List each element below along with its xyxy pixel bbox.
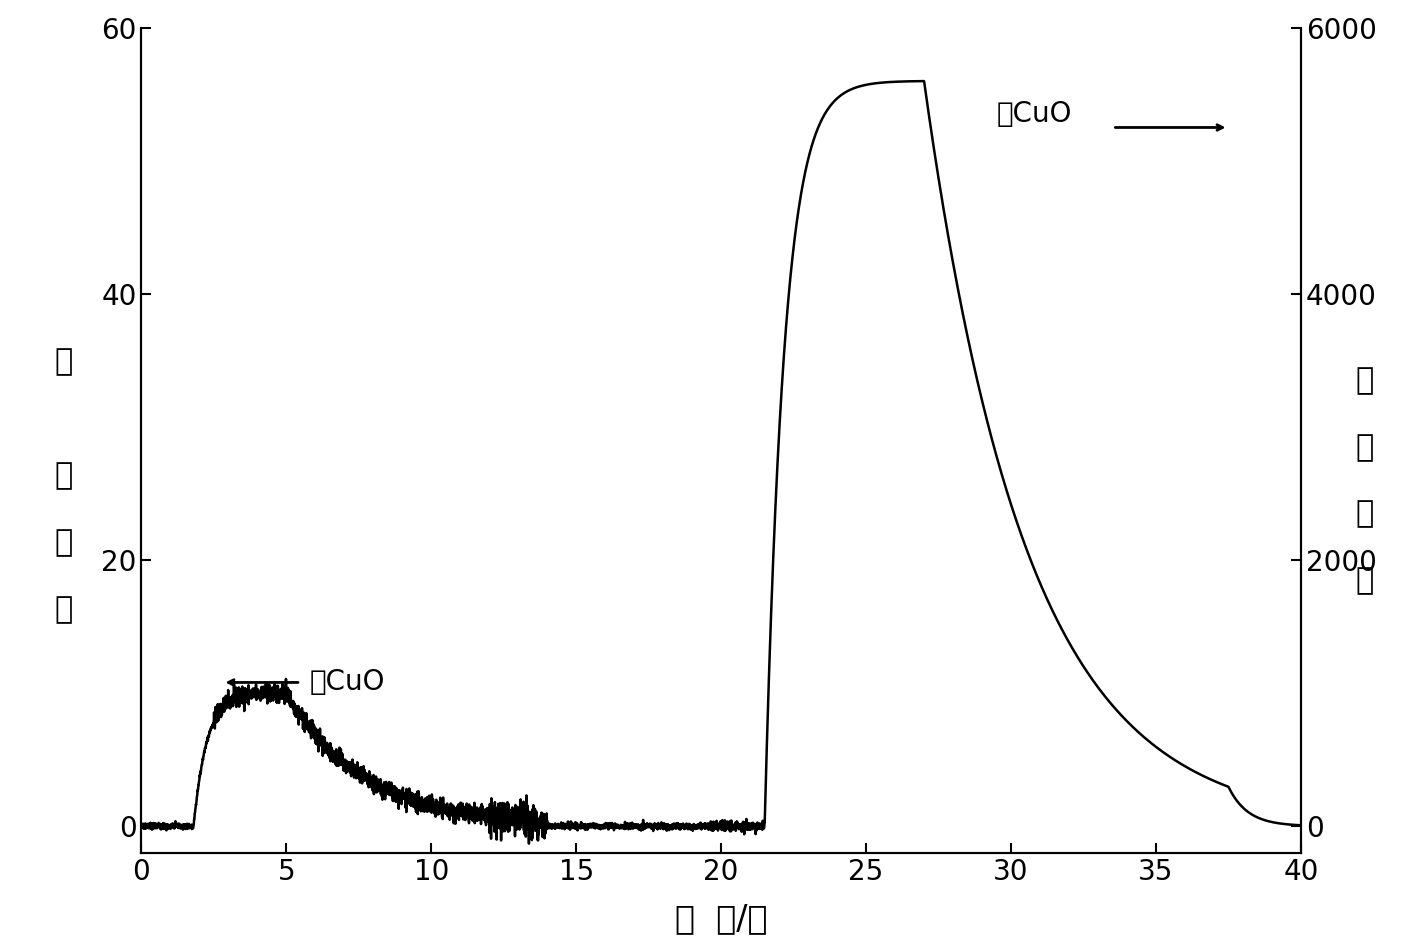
X-axis label: 时  间/秒: 时 间/秒 (674, 902, 768, 935)
Text: 无CuO: 无CuO (310, 668, 385, 697)
Text: 强: 强 (1356, 500, 1373, 528)
Text: 光: 光 (55, 462, 72, 490)
Text: 度: 度 (55, 595, 72, 624)
Text: 发: 发 (55, 347, 72, 376)
Text: 发: 发 (1356, 367, 1373, 395)
Text: 强: 强 (55, 528, 72, 557)
Text: 光: 光 (1356, 433, 1373, 462)
Text: 有CuO: 有CuO (997, 100, 1072, 129)
Text: 度: 度 (1356, 566, 1373, 595)
